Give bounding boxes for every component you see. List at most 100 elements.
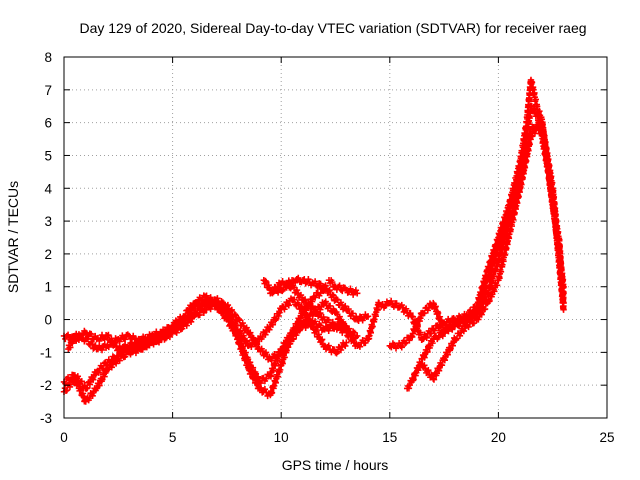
x-tick-label: 5 (169, 430, 177, 445)
marker-band (344, 305, 360, 323)
marker-band (300, 296, 316, 313)
y-tick-label: 2 (44, 247, 52, 262)
marker-band (214, 299, 229, 312)
marker-band (279, 278, 294, 292)
marker-band (419, 337, 436, 361)
marker-band (257, 345, 273, 363)
marker-band (355, 311, 370, 325)
marker-band (441, 334, 458, 364)
marker-band (301, 276, 316, 289)
marker-band (322, 316, 338, 329)
marker-band (65, 333, 78, 351)
marker-band (290, 274, 305, 286)
marker-band (322, 298, 338, 315)
marker-band (72, 374, 89, 405)
marker-band (289, 310, 306, 334)
marker-band (311, 305, 327, 324)
marker-band (311, 318, 327, 334)
marker-band (116, 348, 132, 364)
marker-band (235, 338, 252, 371)
plot-frame (63, 56, 608, 419)
marker-band (289, 282, 306, 304)
marker-band (261, 277, 273, 292)
y-tick-label: 6 (44, 116, 52, 131)
data-points (60, 76, 567, 405)
y-axis-label: SDTVAR / TECUs (5, 181, 21, 293)
marker-band (387, 297, 403, 311)
marker-band (268, 348, 284, 364)
marker-band (452, 323, 469, 344)
marker-band (441, 318, 458, 335)
marker-band (484, 258, 502, 297)
marker-band (203, 299, 218, 313)
marker-band (506, 186, 523, 235)
marker-band (170, 323, 186, 336)
marker-band (73, 330, 88, 345)
y-tick-label: 3 (44, 214, 52, 229)
marker-band (344, 285, 360, 298)
marker-band (517, 133, 534, 191)
marker-band (388, 340, 403, 352)
marker-band (408, 355, 425, 384)
y-tick-label: 5 (44, 148, 52, 163)
marker-band (495, 233, 513, 282)
y-tick-label: -2 (40, 378, 52, 393)
marker-band (333, 296, 349, 313)
marker-band (365, 299, 382, 342)
marker-band (105, 355, 121, 373)
marker-band (431, 329, 446, 343)
marker-band (127, 343, 142, 358)
series-track-j (403, 121, 567, 392)
marker-band (333, 282, 349, 295)
marker-band (528, 78, 541, 111)
marker-band (322, 342, 338, 356)
series-track-g (325, 276, 361, 298)
marker-band (279, 295, 295, 313)
marker-band (333, 322, 349, 336)
marker-band (83, 385, 99, 404)
x-tick-label: 0 (60, 430, 68, 445)
marker-band (333, 339, 349, 357)
x-tick-label: 15 (382, 430, 397, 445)
marker-band (289, 296, 306, 313)
marker-band (379, 298, 392, 311)
marker-band (268, 279, 284, 297)
series-track-k (419, 118, 567, 383)
marker-band (138, 337, 153, 353)
marker-band (149, 334, 164, 348)
y-tick-label: 7 (44, 83, 52, 98)
marker-band (300, 309, 316, 327)
marker-band (224, 308, 241, 343)
marker-band (267, 361, 284, 397)
marker-band (528, 103, 540, 120)
series-track-d (60, 285, 328, 405)
marker-band (322, 282, 338, 304)
marker-band (398, 301, 414, 319)
y-tick-label: 1 (44, 280, 52, 295)
marker-band (311, 326, 328, 351)
marker-band (453, 314, 468, 328)
marker-band (344, 330, 360, 350)
marker-band (246, 329, 262, 353)
y-tick-label: 4 (44, 181, 52, 196)
marker-band (538, 121, 556, 192)
chart-title: Day 129 of 2020, Sidereal Day-to-day VTE… (79, 20, 586, 36)
axis-ticks: 0 5 10 15 20 25 -3 -2 -1 0 1 2 3 4 5 6 7 8 (40, 50, 615, 445)
marker-band (257, 323, 273, 343)
marker-band (235, 315, 251, 336)
marker-band (326, 277, 338, 291)
marker-band (159, 330, 175, 343)
marker-band (420, 325, 436, 342)
y-tick-label: -1 (40, 345, 52, 360)
marker-band (192, 306, 208, 319)
marker-band (267, 305, 284, 328)
x-tick-label: 20 (491, 430, 506, 445)
marker-band (311, 278, 327, 292)
y-tick-label: 8 (44, 50, 52, 65)
marker-band (105, 335, 121, 351)
series-track-f (267, 278, 383, 350)
x-tick-label: 10 (274, 430, 289, 445)
marker-band (420, 362, 436, 381)
marker-band (549, 187, 567, 296)
